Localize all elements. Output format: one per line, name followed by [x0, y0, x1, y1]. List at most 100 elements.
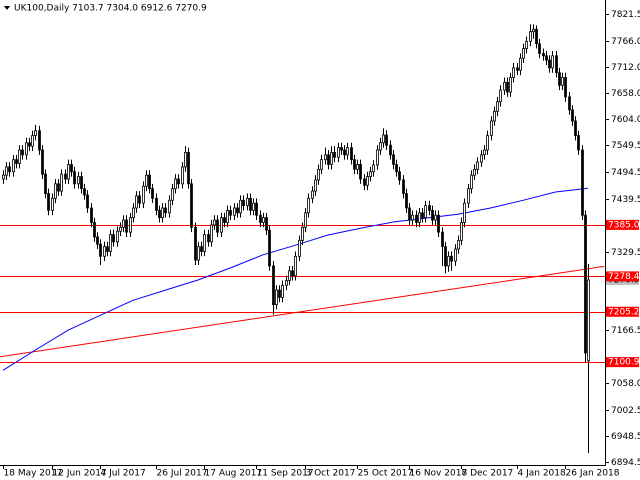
- candle-body: [476, 161, 479, 170]
- candle-body: [324, 154, 327, 161]
- y-tick-label: 7058.0: [611, 379, 640, 389]
- candle-body: [392, 154, 395, 165]
- candle-body: [252, 202, 255, 211]
- candle-body: [151, 188, 154, 199]
- candle-body: [350, 147, 353, 161]
- candle-body: [564, 77, 567, 98]
- candle-body: [415, 214, 418, 223]
- candle-body: [132, 207, 135, 219]
- candle-body: [77, 176, 80, 185]
- candle-body: [285, 280, 288, 286]
- candle-body: [18, 149, 21, 164]
- candle-body: [119, 226, 122, 232]
- candle-body: [161, 207, 164, 219]
- candle-body: [503, 81, 506, 91]
- candle-body: [499, 89, 502, 103]
- candle-body: [363, 178, 366, 186]
- candle-body: [207, 234, 210, 243]
- candle-body: [249, 197, 252, 211]
- candle-body: [158, 209, 161, 219]
- x-tick-label: 4 Jul 2017: [101, 469, 146, 479]
- y-tick-label: 7766.0: [611, 37, 640, 47]
- candle-body: [83, 188, 86, 196]
- candle-body: [116, 230, 119, 243]
- y-tick-label: 7166.5: [611, 326, 640, 336]
- candle-body: [385, 134, 388, 146]
- candle-body: [587, 279, 590, 362]
- candle-body: [90, 207, 93, 223]
- candle-body: [522, 48, 525, 59]
- candle-body: [577, 135, 580, 151]
- candle-body: [301, 226, 304, 241]
- candle-body: [80, 176, 83, 190]
- y-tick-label: 6948.5: [611, 432, 640, 442]
- candle-body: [480, 154, 483, 163]
- candle-body: [64, 173, 67, 180]
- level-label-box: [606, 271, 639, 282]
- candle-body: [538, 43, 541, 54]
- candle-body: [444, 246, 447, 267]
- candle-body: [174, 178, 177, 190]
- candle-body: [96, 236, 99, 245]
- candle-body: [197, 246, 200, 261]
- candle-body: [255, 202, 258, 216]
- candle-body: [568, 96, 571, 111]
- x-tick-label: 26 Jan 2018: [566, 469, 620, 479]
- candle-body: [519, 57, 522, 71]
- candle-body: [242, 199, 245, 206]
- candle-body: [275, 289, 278, 306]
- candle-body: [571, 109, 574, 122]
- y-tick-label: 7712.0: [611, 63, 640, 73]
- x-tick-label: 11 Sep 2017: [257, 469, 314, 479]
- candle-body: [395, 164, 398, 173]
- candle-body: [278, 289, 281, 298]
- candle-body: [138, 195, 141, 204]
- x-tick-label: 12 Jun 2017: [53, 469, 107, 479]
- y-tick-label: 7439.5: [611, 195, 640, 205]
- candle-body: [506, 81, 509, 93]
- candle-body: [200, 246, 203, 252]
- candle-body: [460, 222, 463, 241]
- y-tick-label: 7658.0: [611, 89, 640, 99]
- trend-line: [0, 265, 605, 358]
- y-tick-label: 6894.5: [611, 458, 640, 468]
- candle-body: [398, 171, 401, 181]
- candle-body: [311, 190, 314, 199]
- x-tick-label: 26 Jul 2017: [157, 469, 208, 479]
- candle-body: [473, 168, 476, 176]
- candle-body: [164, 207, 167, 214]
- candle-body: [441, 231, 444, 248]
- candle-body: [281, 284, 284, 298]
- candle-body: [210, 224, 213, 243]
- candle-body: [561, 77, 564, 86]
- candle-body: [343, 149, 346, 156]
- candle-body: [135, 195, 138, 209]
- y-tick-label: 7549.5: [611, 141, 640, 151]
- candle-body: [262, 217, 265, 223]
- level-label-box: [606, 306, 639, 317]
- candle-body: [171, 188, 174, 201]
- candle-body: [12, 159, 15, 173]
- y-tick-label: 7329.5: [611, 248, 640, 258]
- candle-body: [177, 178, 180, 185]
- level-label-box: [606, 357, 639, 368]
- candle-body: [545, 55, 548, 61]
- candle-body: [294, 255, 297, 277]
- candle-body: [168, 199, 171, 214]
- candle-body: [535, 28, 538, 45]
- candle-body: [28, 142, 31, 147]
- candle-body: [5, 166, 8, 176]
- level-label-box: [606, 219, 639, 230]
- y-tick-label: 7002.5: [611, 406, 640, 416]
- candle-body: [330, 152, 333, 165]
- candle-body: [41, 149, 44, 175]
- candle-body: [428, 205, 431, 211]
- level-label: 7278.4: [608, 272, 640, 282]
- candle-body: [509, 77, 512, 93]
- candle-body: [405, 193, 408, 209]
- candle-body: [314, 179, 317, 192]
- candle-body: [376, 149, 379, 166]
- level-label: 7205.2: [608, 307, 640, 317]
- candle-body: [112, 234, 115, 243]
